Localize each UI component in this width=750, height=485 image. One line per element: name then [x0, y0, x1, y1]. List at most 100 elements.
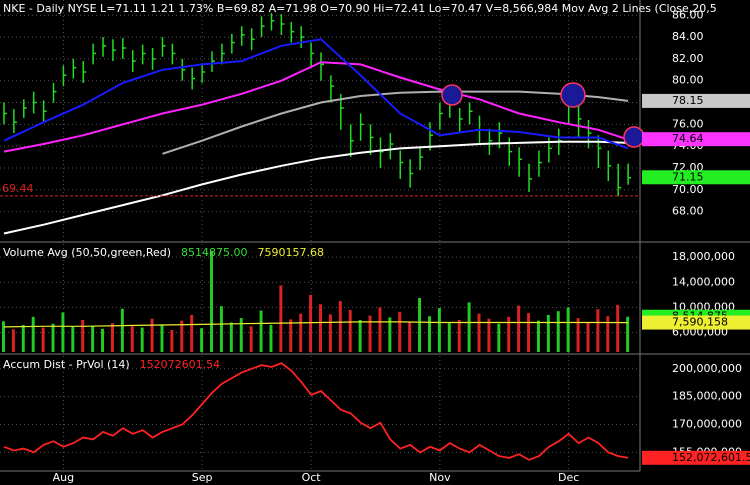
- volume-bar: [51, 323, 55, 352]
- volume-bar: [190, 314, 194, 352]
- volume-bar: [626, 316, 630, 352]
- volume-bar: [269, 325, 273, 352]
- volume-bar: [170, 330, 174, 352]
- y-tick-label: 200,000,000: [672, 362, 742, 375]
- readout: 152072601.54: [140, 358, 220, 371]
- volume-bar: [586, 322, 590, 352]
- volume-bar: [566, 307, 570, 352]
- volume-bar: [71, 326, 75, 352]
- last-value-box: [642, 170, 750, 185]
- volume-bar: [616, 304, 620, 352]
- panel-title: Accum Dist - PrVol (14): [3, 358, 130, 371]
- volume-bar: [457, 319, 461, 352]
- y-tick-label: 14,000,000: [672, 275, 735, 288]
- volume-bar: [239, 318, 243, 352]
- volume-bar: [418, 298, 422, 352]
- volume-average: [3, 321, 629, 328]
- x-tick-label: Dec: [558, 471, 579, 484]
- volume-bar: [61, 312, 65, 352]
- y-tick-label: 82.00: [672, 52, 704, 65]
- volume-bar: [140, 327, 144, 352]
- volume-bar: [487, 318, 491, 352]
- highlight-circle: [623, 126, 645, 148]
- volume-bar: [289, 319, 293, 352]
- volume-bar: [279, 285, 283, 352]
- volume-bar: [497, 323, 501, 352]
- volume-bar: [477, 313, 481, 352]
- accum-dist-line: [3, 362, 629, 461]
- volume-bar: [606, 316, 610, 352]
- volume-bar: [11, 329, 15, 352]
- volume-bar: [536, 320, 540, 352]
- volume-bar: [160, 324, 164, 352]
- volume-bar: [130, 326, 134, 352]
- moving-average: [3, 140, 629, 235]
- support-label: 69.44: [2, 182, 34, 195]
- volume-bar: [447, 323, 451, 352]
- last-value-box: [642, 315, 750, 330]
- y-tick-label: 18,000,000: [672, 250, 735, 263]
- volume-bar: [338, 301, 342, 352]
- volume-bar: [358, 319, 362, 352]
- readout: 7590157.68: [258, 246, 324, 259]
- x-tick-label: Nov: [429, 471, 451, 484]
- volume-bar: [101, 328, 105, 352]
- volume-bar: [249, 326, 253, 352]
- x-tick-label: Aug: [53, 471, 74, 484]
- y-tick-label: 76.00: [672, 117, 704, 130]
- y-tick-label: 70.00: [672, 183, 704, 196]
- volume-bar: [437, 308, 441, 352]
- volume-bar: [467, 302, 471, 352]
- volume-bar: [576, 318, 580, 352]
- panel-title: NKE - Daily NYSE L=71.11 1.21 1.73% B=69…: [3, 2, 717, 15]
- moving-average: [3, 61, 629, 153]
- volume-bar: [120, 308, 124, 352]
- last-value-box: [642, 93, 750, 108]
- last-value-label: 7,590,158: [672, 316, 728, 329]
- volume-bar: [398, 311, 402, 352]
- volume-bar: [81, 319, 85, 352]
- volume-bar: [427, 316, 431, 352]
- volume-bar: [1, 321, 5, 352]
- y-tick-label: 185,000,000: [672, 390, 742, 403]
- volume-bar: [299, 313, 303, 352]
- volume-bar: [150, 318, 154, 352]
- x-tick-label: Oct: [302, 471, 322, 484]
- last-value-box: [642, 450, 750, 465]
- volume-bar: [348, 309, 352, 352]
- y-tick-label: 84.00: [672, 30, 704, 43]
- volume-bar: [378, 307, 382, 352]
- volume-bar: [517, 305, 521, 352]
- last-value-label: 78.15: [672, 94, 704, 107]
- volume-bar: [219, 306, 223, 352]
- volume-bar: [527, 313, 531, 352]
- volume-bar: [31, 316, 35, 352]
- volume-bar: [21, 325, 25, 352]
- volume-bar: [546, 314, 550, 352]
- highlight-circle: [560, 82, 586, 108]
- volume-bar: [309, 294, 313, 352]
- volume-bar: [180, 320, 184, 352]
- volume-bar: [41, 327, 45, 352]
- last-value-label: 152,072,601.54: [672, 451, 750, 464]
- marks: [0, 13, 640, 461]
- x-tick-label: Sep: [192, 471, 213, 484]
- panel-title: Volume Avg (50,50,green,Red): [3, 246, 171, 259]
- volume-bar: [229, 322, 233, 352]
- moving-average: [162, 90, 629, 155]
- y-tick-label: 170,000,000: [672, 418, 742, 431]
- volume-bar: [210, 250, 214, 352]
- annotations: [441, 82, 645, 148]
- volume-bar: [110, 323, 114, 352]
- volume-bar: [596, 309, 600, 352]
- moving-average: [3, 38, 629, 150]
- volume-bar: [507, 316, 511, 352]
- volume-bar: [91, 325, 95, 352]
- volume-bar: [388, 317, 392, 352]
- last-value-label: 74.64: [672, 132, 704, 145]
- y-tick-label: 86.00: [672, 8, 704, 21]
- volume-bar: [259, 310, 263, 352]
